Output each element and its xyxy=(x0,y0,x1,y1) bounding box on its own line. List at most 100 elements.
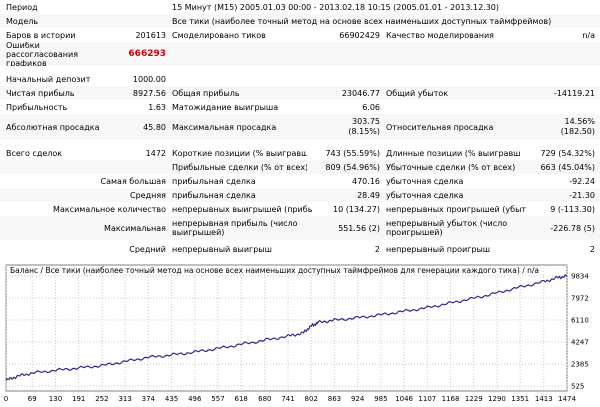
x-tick-label: 1229 xyxy=(465,395,483,403)
balance-chart-svg: 9834 7972 6110 4247 2385 525 0 69 130 191 252 313 37… xyxy=(4,264,590,404)
report-table: Период 15 Минут (M15) 2005.01.03 00:00 -… xyxy=(0,0,600,254)
avg-cons-losses-value: 2 xyxy=(589,244,595,254)
largest-profit-value: 470.16 xyxy=(352,176,380,186)
x-tick-label: 435 xyxy=(165,395,178,403)
quality-label: Качество моделирования xyxy=(386,30,494,40)
average-label: Средняя xyxy=(130,190,166,200)
errors-label: Ошибки рассогласования графиков xyxy=(6,42,79,66)
x-tick-label: 1290 xyxy=(488,395,506,403)
ticks-value: 66902429 xyxy=(339,30,380,40)
average-loss-value: -21.30 xyxy=(569,190,595,200)
x-tick-label: 557 xyxy=(211,395,224,403)
x-tick-label: 1046 xyxy=(395,395,413,403)
profit-factor-value: 1.63 xyxy=(148,102,166,112)
abs-drawdown-value: 45.80 xyxy=(143,122,166,132)
largest-label: Самая большая xyxy=(100,176,166,186)
y-tick-label: 7972 xyxy=(571,295,589,303)
avg-cons-wins-label: непрерывный выигрыш xyxy=(172,244,272,254)
x-tick-label: 1474 xyxy=(558,395,576,403)
x-tick-label: 69 xyxy=(28,395,37,403)
max-cons-losses-label: непрерывных проигрышей (убыток) xyxy=(386,204,526,214)
max-count-label: Максимальное количество xyxy=(53,204,166,214)
rel-drawdown-label: Относительная просадка xyxy=(386,122,494,132)
average-profit-value: 28.49 xyxy=(357,190,380,200)
bars-label: Баров в истории xyxy=(6,30,76,40)
x-tick-label: 680 xyxy=(258,395,271,403)
row-deposit: Начальный депозит 1000.00 xyxy=(0,72,600,86)
row-profit-factor: Прибыльность 1.63 Матожидание выигрыша 6… xyxy=(0,100,600,114)
average-loss-label: убыточная сделка xyxy=(386,190,464,200)
short-value: 743 (55.59%) xyxy=(325,148,380,158)
profit-trades-label: Прибыльные сделки (% от всех) xyxy=(172,162,307,172)
max-cons-wins-label: непрерывных выигрышей (прибыль) xyxy=(172,204,312,214)
maximal-label: Максимальная xyxy=(104,223,166,233)
x-tick-label: 374 xyxy=(142,395,156,403)
max-cons-loss-label: непрерывный убыток (число проигрышей) xyxy=(386,219,508,237)
max-cons-losses-value: 9 (-113.30) xyxy=(550,204,595,214)
avg-cons-losses-label: непрерывный проигрыш xyxy=(386,244,491,254)
tick-layer: 9834 7972 6110 4247 2385 525 0 69 130 191 252 313 37… xyxy=(4,273,590,404)
max-drawdown-value: 303.75 xyxy=(352,117,380,126)
y-tick-label: 9834 xyxy=(571,273,589,281)
max-drawdown-values: 303.75 (8.15%) xyxy=(300,114,380,140)
profit-factor-label: Прибыльность xyxy=(6,102,68,112)
y-tick-label: 2385 xyxy=(571,361,589,369)
row-max-count: Максимальное количество непрерывных выиг… xyxy=(0,202,600,216)
x-tick-label: 1413 xyxy=(535,395,553,403)
expected-payoff-value: 6.06 xyxy=(362,102,380,112)
gross-profit-value: 23046.77 xyxy=(341,88,380,98)
deposit-label: Начальный депозит xyxy=(6,74,91,84)
largest-loss-label: убыточная сделка xyxy=(386,176,464,186)
max-cons-loss-value: -226.78 (5) xyxy=(550,223,595,233)
balance-chart: 9834 7972 6110 4247 2385 525 0 69 130 191 252 313 37… xyxy=(0,262,600,405)
row-total-trades: Всего сделок 1472 Короткие позиции (% вы… xyxy=(0,146,600,160)
x-tick-label: 1168 xyxy=(442,395,460,403)
x-tick-label: 0 xyxy=(4,395,8,403)
x-tick-label: 863 xyxy=(328,395,341,403)
avg-cons-wins-value: 2 xyxy=(374,244,380,254)
x-tick-label: 1107 xyxy=(418,395,436,403)
loss-trades-label: Убыточные сделки (% от всех) xyxy=(386,162,516,172)
ticks-label: Смоделировано тиков xyxy=(172,30,266,40)
x-tick-label: 618 xyxy=(235,395,248,403)
x-tick-label: 802 xyxy=(305,395,318,403)
total-trades-value: 1472 xyxy=(145,148,166,158)
model-label: Модель xyxy=(6,16,39,26)
y-tick-label: 525 xyxy=(571,383,584,391)
row-model: Модель Все тики (наиболее точный метод н… xyxy=(0,14,600,28)
row-bars: Баров в истории 201613 Смоделировано тик… xyxy=(0,28,600,42)
long-label: Длинные позиции (% выигравших) xyxy=(386,148,521,158)
profit-trades-value: 809 (54.96%) xyxy=(325,162,380,172)
x-tick-label: 1351 xyxy=(511,395,529,403)
x-tick-label: 924 xyxy=(351,395,365,403)
quality-value: n/a xyxy=(582,30,595,40)
rel-drawdown-percent: 14.56% xyxy=(564,117,595,126)
row-average: Средняя прибыльная сделка 28.49 убыточна… xyxy=(0,188,600,202)
gross-loss-label: Общий убыток xyxy=(386,88,449,98)
largest-loss-value: -92.24 xyxy=(569,176,595,186)
gross-loss-value: -14119.21 xyxy=(553,88,595,98)
long-value: 729 (54.32%) xyxy=(540,148,595,158)
balance-series-line xyxy=(5,274,568,381)
net-profit-value: 8927.56 xyxy=(132,88,166,98)
max-drawdown-label: Максимальная просадка xyxy=(172,122,277,132)
period-value: 15 Минут (M15) 2005.01.03 00:00 - 2013.0… xyxy=(172,2,500,12)
x-tick-label: 741 xyxy=(281,395,294,403)
deposit-value: 1000.00 xyxy=(132,74,166,84)
row-maximal: Максимальная непрерывная прибыль (число … xyxy=(0,216,600,240)
average-profit-label: прибыльная сделка xyxy=(172,190,256,200)
largest-profit-label: прибыльная сделка xyxy=(172,176,256,186)
max-cons-profit-label: непрерывная прибыль (число выигрышей) xyxy=(172,219,298,237)
gross-profit-label: Общая прибыль xyxy=(172,88,240,98)
abs-drawdown-label: Абсолютная просадка xyxy=(6,122,100,132)
max-cons-wins-value: 10 (134.27) xyxy=(333,204,380,214)
model-value: Все тики (наиболее точный метод на основ… xyxy=(172,16,552,26)
errors-value: 666293 xyxy=(128,49,166,59)
row-period: Период 15 Минут (M15) 2005.01.03 00:00 -… xyxy=(0,0,600,14)
avg-cons-label: Средний xyxy=(129,244,166,254)
grid-layer xyxy=(5,265,568,391)
loss-trades-value: 663 (45.04%) xyxy=(540,162,595,172)
x-tick-label: 496 xyxy=(188,395,202,403)
bars-value: 201613 xyxy=(135,30,166,40)
net-profit-label: Чистая прибыль xyxy=(6,88,75,98)
